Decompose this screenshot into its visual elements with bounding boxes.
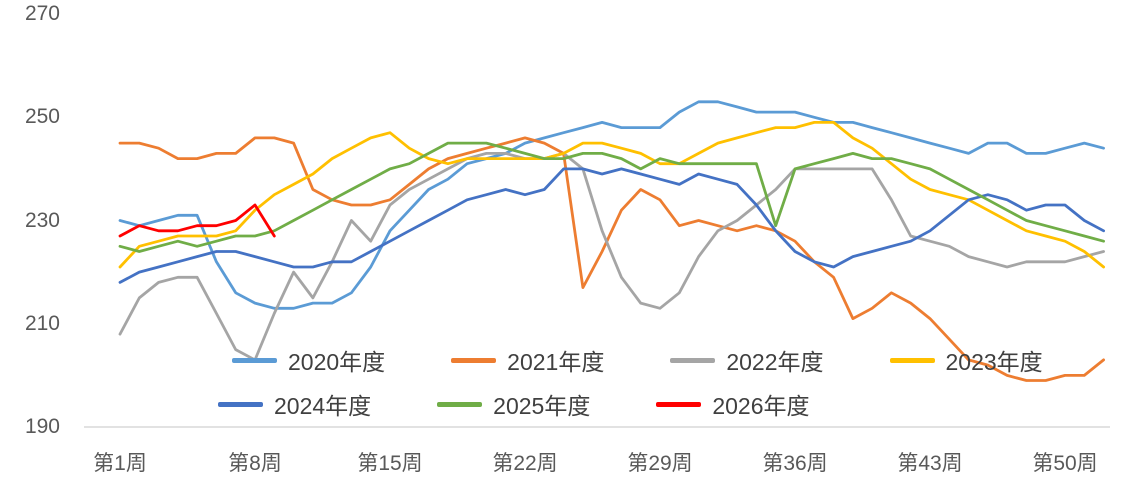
x-tick-label: 第36周 [762,452,828,475]
series-line-2023年度 [118,121,1105,269]
legend-item-2026: 2026年度 [656,387,810,421]
legend-item-2025: 2025年度 [437,387,590,421]
legend-label: 2026年度 [712,393,810,419]
x-tick-label: 第50周 [1032,452,1098,475]
legend-label: 2025年度 [493,393,591,419]
legend-item-2023: 2023年度 [889,343,1043,377]
legend-item-2024: 2024年度 [218,387,371,421]
legend-line-swatch-2024 [218,401,263,407]
legend-line-swatch-2021 [451,357,497,363]
x-tick-label: 第43周 [897,452,963,475]
x-tick-label: 第29周 [627,452,693,475]
series-line-2022年度 [118,151,1105,362]
legend-line-swatch-2022 [670,357,716,363]
legend-item-2021: 2021年度 [451,343,604,377]
legend-label: 2021年度 [507,349,605,375]
series-line-2021年度 [118,136,1105,382]
y-tick-label: 250 [24,105,60,129]
legend-item-2020: 2020年度 [232,343,385,377]
x-tick-label: 第22周 [492,452,558,475]
y-tick-label: 210 [24,311,60,335]
legend-line-swatch-2025 [437,401,483,407]
series-line-2026年度 [118,203,276,238]
legend-label: 2024年度 [274,393,372,419]
chart-legend-row-2: 2024年度 2025年度 2026年度 [218,387,810,421]
legend-item-2022: 2022年度 [670,343,824,377]
legend-line-swatch-2020 [232,357,277,363]
x-tick-label: 第15周 [357,452,423,475]
chart-legend-row-1: 2020年度 2021年度 2022年度 2023年度 [232,343,1043,377]
y-tick-label: 270 [24,2,60,25]
y-tick-label: 230 [24,208,60,232]
x-tick-label: 第8周 [228,452,282,475]
legend-line-swatch-2026 [656,401,702,407]
legend-label: 2020年度 [288,349,386,375]
series-line-2025年度 [118,141,1105,253]
series-line-2020年度 [118,100,1105,310]
series-line-2024年度 [118,167,1105,284]
legend-label: 2022年度 [726,349,824,375]
x-tick-label: 第1周 [93,452,147,475]
y-tick-label: 190 [24,415,60,438]
legend-label: 2023年度 [945,349,1043,375]
legend-line-swatch-2023 [889,357,935,363]
